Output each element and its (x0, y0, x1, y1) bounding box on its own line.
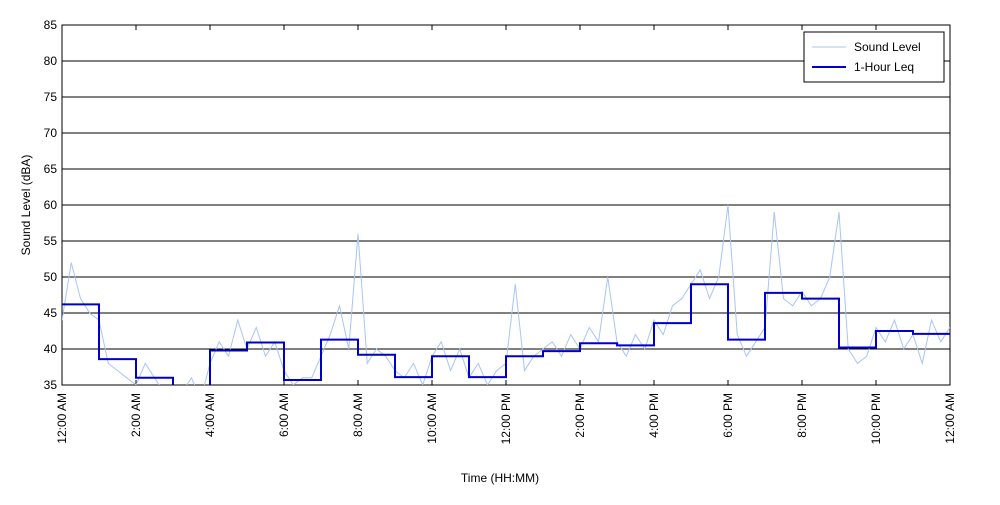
legend-box (803, 31, 945, 83)
y-tick-label: 40 (44, 342, 58, 356)
legend-label: Sound Level (854, 40, 921, 54)
legend-label: 1-Hour Leq (854, 60, 914, 74)
y-tick-label: 75 (44, 90, 58, 104)
plot-lines (62, 204, 950, 385)
x-tick-label: 4:00 PM (647, 393, 661, 438)
y-tick-label: 50 (44, 270, 58, 284)
x-tick-label: 8:00 PM (795, 393, 809, 438)
x-tick-label: 2:00 PM (573, 393, 587, 438)
x-tick-label: 12:00 AM (55, 393, 69, 444)
series-line (62, 283, 950, 385)
x-axis-label: Time (HH:MM) (461, 471, 539, 485)
x-tick-label: 6:00 PM (721, 393, 735, 438)
y-tick-label: 45 (44, 306, 58, 320)
x-tick-label: 8:00 AM (351, 393, 365, 437)
x-tick-label: 12:00 AM (943, 393, 957, 444)
x-tick-label: 10:00 AM (425, 393, 439, 444)
x-tick-label: 12:00 PM (499, 393, 513, 444)
y-axis-label: Sound Level (dBA) (19, 155, 33, 256)
x-tick-label: 4:00 AM (203, 393, 217, 437)
y-tick-label: 35 (44, 378, 58, 392)
x-tick-label: 2:00 AM (129, 393, 143, 437)
y-tick-label: 55 (44, 234, 58, 248)
y-tick-label: 70 (44, 126, 58, 140)
y-tick-label: 65 (44, 162, 58, 176)
y-tick-label: 80 (44, 54, 58, 68)
y-tick-label: 85 (44, 18, 58, 32)
x-tick-label: 6:00 AM (277, 393, 291, 437)
y-tick-label: 60 (44, 198, 58, 212)
x-tick-label: 10:00 PM (869, 393, 883, 444)
